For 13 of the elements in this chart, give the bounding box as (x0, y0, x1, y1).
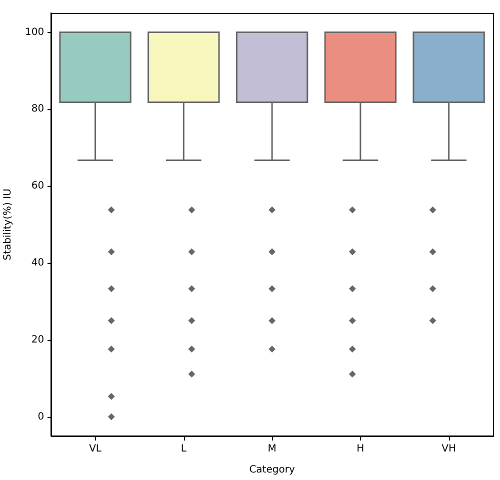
x-tick-label: H (356, 444, 364, 455)
x-tick-label: M (268, 444, 276, 455)
y-tick-label: 20 (31, 334, 44, 346)
x-axis-title: Category (249, 464, 295, 476)
y-tick-label: 60 (31, 180, 44, 192)
y-tick-label: 0 (38, 411, 44, 422)
x-tick-label: L (180, 444, 187, 455)
x-tick-label: VL (89, 444, 102, 455)
x-tick-label: VH (442, 444, 456, 455)
y-axis-title: Stability(%) IU (2, 188, 14, 260)
y-tick-label: 40 (31, 258, 44, 269)
y-tick-label: 80 (31, 104, 44, 115)
y-tick-label: 100 (24, 26, 44, 38)
